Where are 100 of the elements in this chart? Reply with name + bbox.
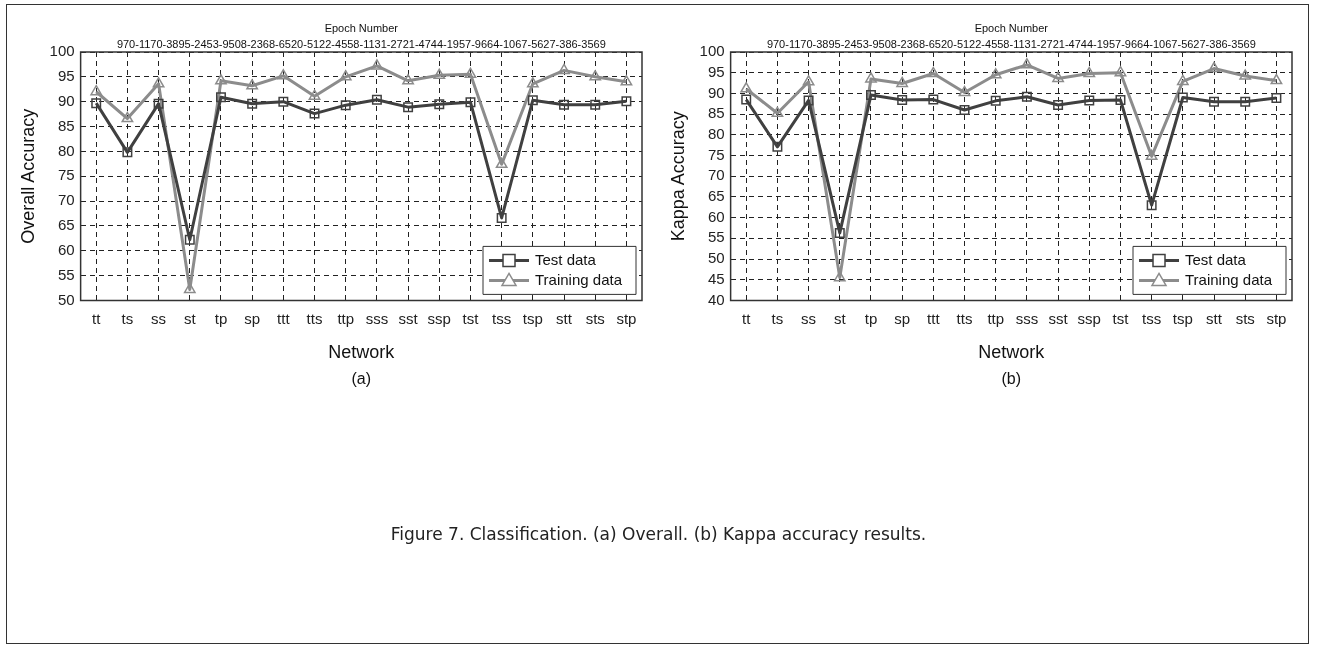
y-tick-label: 85 [707, 104, 725, 122]
legend-label: Test data [535, 250, 597, 268]
point [91, 98, 102, 109]
y-tick-label: 55 [707, 228, 725, 246]
point [370, 59, 383, 70]
x-tick-label: ts [121, 309, 134, 327]
point [1208, 61, 1220, 73]
y-tick-label: 95 [57, 66, 75, 84]
y-tick-label: 85 [57, 116, 75, 134]
x-tick-label: stp [1266, 309, 1287, 327]
x-tick-label: tss [1142, 309, 1162, 327]
legend-label: Training data [535, 270, 623, 288]
point [1020, 58, 1033, 69]
x2-axis-title: Epoch Number [324, 22, 399, 34]
point [1053, 100, 1064, 110]
point [1240, 96, 1251, 107]
point [1083, 66, 1096, 78]
point [309, 108, 320, 119]
x-axis-title: Network [978, 342, 1046, 363]
point [1115, 95, 1126, 106]
y-tick-label: 70 [707, 166, 725, 184]
point [958, 85, 971, 97]
y-tick-label: 65 [707, 187, 725, 205]
point [620, 75, 633, 86]
y-tick-label: 80 [57, 141, 75, 159]
y-tick-label: 75 [707, 145, 725, 163]
y-tick-label: 50 [57, 290, 75, 308]
point [402, 74, 415, 85]
x-tick-label: ssp [427, 309, 451, 327]
point [121, 111, 134, 123]
x-tick-label: ss [151, 309, 167, 327]
text: 970-1170-3895-2453-9508-2368-6520-5122-4558-1131-2721-4744-1957-9664-1067-5627-386-3569 [116, 38, 606, 50]
point [1114, 65, 1127, 77]
x-tick-label: ttp [987, 309, 1005, 327]
point [1021, 91, 1032, 102]
point [1176, 74, 1189, 86]
point [1209, 96, 1220, 107]
point [1084, 95, 1095, 106]
y-tick-label: 65 [57, 216, 75, 234]
point [1271, 92, 1282, 103]
y-tick-label: 90 [57, 91, 75, 109]
point [153, 98, 164, 109]
x-tick-label: sts [1235, 309, 1255, 327]
point [865, 72, 877, 83]
point [559, 99, 570, 110]
x-tick-label: sts [585, 309, 605, 327]
point [496, 212, 507, 223]
point [339, 70, 352, 81]
x-tick-label: stt [1206, 309, 1223, 327]
x-tick-label: tsp [522, 309, 543, 327]
point [621, 96, 632, 107]
x-tick-label: ttt [277, 309, 291, 327]
point [434, 99, 445, 110]
y-tick-label: 50 [707, 249, 725, 267]
point [927, 66, 940, 78]
point [1177, 92, 1188, 103]
x-tick-label: ssp [1077, 309, 1101, 327]
point [403, 102, 414, 113]
point [928, 94, 939, 105]
x-tick-label: ss [801, 309, 817, 327]
point [896, 76, 909, 88]
x2-axis-title: Epoch Number [974, 22, 1049, 34]
y-tick-label: 45 [707, 269, 725, 287]
x-tick-label: stp [616, 309, 637, 327]
text: (a) [351, 370, 372, 387]
point [371, 94, 382, 105]
point [215, 74, 227, 85]
x-tick-label: sp [894, 309, 911, 327]
point [558, 63, 570, 75]
point [740, 82, 753, 93]
x-tick-label: sp [244, 309, 261, 327]
point [246, 79, 259, 90]
point [465, 97, 476, 108]
point [1239, 69, 1252, 80]
point [277, 69, 290, 80]
y-tick-label: 100 [49, 42, 75, 60]
x-tick-label: sst [398, 309, 419, 327]
x-tick-label: sss [365, 309, 389, 327]
x-tick-label: st [183, 309, 197, 327]
y-tick-label: 75 [57, 166, 75, 184]
point [1270, 73, 1283, 85]
point [527, 95, 538, 106]
point [308, 89, 321, 100]
point [1145, 149, 1158, 161]
point [771, 106, 784, 118]
point [589, 70, 602, 81]
x-tick-label: tsp [1172, 309, 1193, 327]
point [278, 96, 289, 107]
x-tick-label: tss [492, 309, 512, 327]
point [464, 67, 477, 79]
x-tick-label: tp [214, 309, 228, 327]
x-tick-label: ttp [337, 309, 355, 327]
point [989, 68, 1002, 79]
point [865, 90, 876, 101]
x-tick-label: sss [1015, 309, 1039, 327]
x-tick-label: sst [1048, 309, 1069, 327]
point [803, 95, 814, 106]
point [590, 99, 601, 110]
point [152, 77, 165, 88]
point [834, 227, 845, 238]
